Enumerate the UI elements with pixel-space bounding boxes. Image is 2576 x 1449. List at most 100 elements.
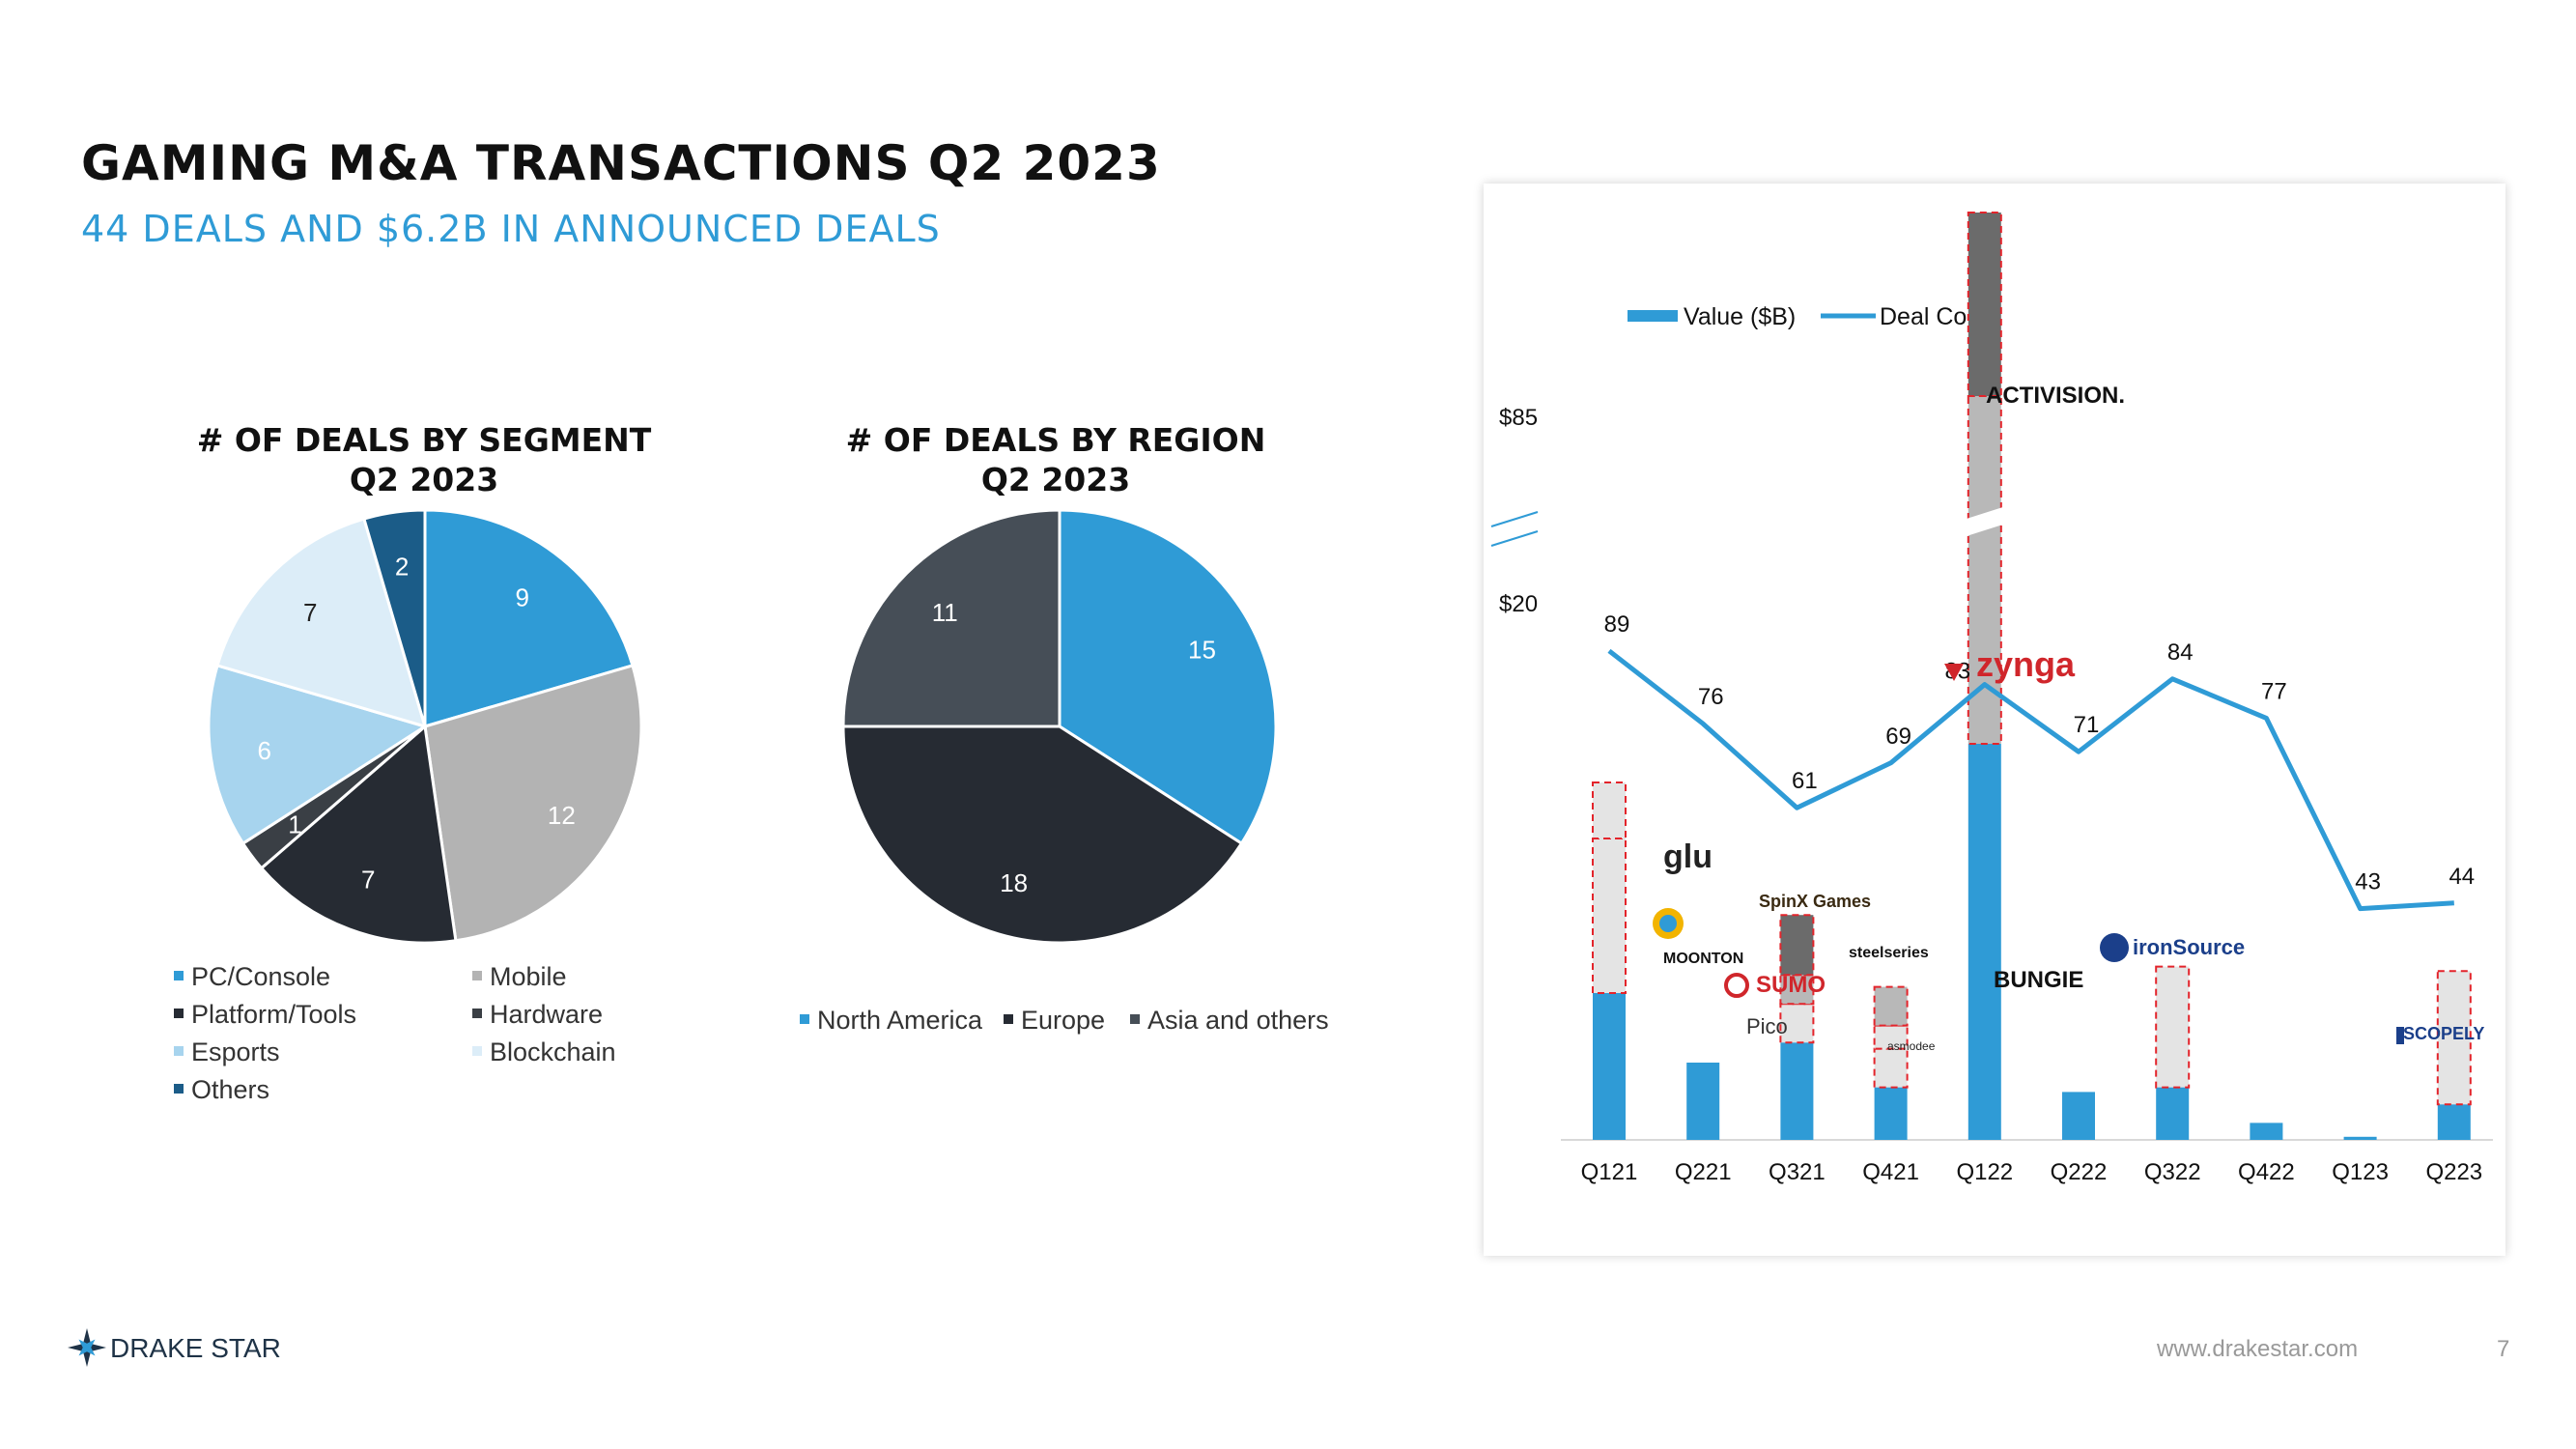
- combo-legend: Value ($B) Deal Count: [1628, 303, 2000, 330]
- region-slice-europe: [841, 724, 1244, 945]
- legend-label-value: Value ($B): [1684, 303, 1796, 330]
- segment-legend-swatch: [174, 970, 184, 980]
- region-legend-swatch: [800, 1013, 809, 1024]
- ironsource-mark-icon: [2100, 933, 2129, 962]
- deal-count-label: 43: [2355, 869, 2381, 895]
- bar-break-gap: [1963, 506, 2006, 537]
- deal-stack-block: [2155, 965, 2191, 1089]
- value-bar-q422: [2250, 1122, 2283, 1140]
- segment-slice-pc-console: [423, 508, 635, 729]
- sumo-mark-icon: [1724, 973, 1749, 998]
- segment-slice-value-label: 1: [288, 810, 301, 839]
- segment-legend-swatch: [174, 1045, 184, 1056]
- region-slice-value-label: 11: [932, 598, 958, 627]
- region-pie-title-line1: # OF DEALS BY REGION: [845, 421, 1266, 459]
- region-slice-value-label: 18: [1000, 868, 1028, 897]
- x-tick-label: Q123: [2332, 1159, 2389, 1185]
- brand-name: DRAKE STAR: [110, 1333, 281, 1363]
- segment-legend-swatch: [472, 970, 482, 980]
- segment-legend-label: Esports: [191, 1037, 280, 1066]
- ironsource-logo: ironSource: [2133, 935, 2245, 959]
- value-bar-q123: [2343, 1136, 2377, 1140]
- segment-pie-title: # OF DEALS BY SEGMENT Q2 2023: [134, 420, 714, 499]
- x-tick-label: Q122: [1956, 1159, 2013, 1185]
- segment-slice-others: [362, 508, 427, 727]
- region-legend-label: Asia and others: [1147, 1006, 1329, 1035]
- scopely-logo: SCOPELY: [2403, 1024, 2484, 1043]
- segment-legend-swatch: [472, 1008, 482, 1018]
- x-tick-label: Q121: [1581, 1159, 1638, 1185]
- x-tick-label: Q421: [1862, 1159, 1919, 1185]
- spinx-games-logo: SpinX Games: [1759, 892, 1871, 911]
- segment-slice-platform-tools: [259, 724, 458, 945]
- y-tick-label: $85: [1499, 405, 1538, 431]
- segment-pie-title-line2: Q2 2023: [349, 461, 499, 498]
- segment-legend-item: Hardware: [472, 1000, 603, 1030]
- region-legend-item: North America: [800, 1006, 982, 1036]
- deal-count-label: 44: [2449, 864, 2475, 890]
- segment-legend-item: Esports: [174, 1037, 280, 1067]
- segment-slice-blockchain: [215, 517, 428, 729]
- scopely-mark-icon: [2396, 1027, 2404, 1044]
- deal-count-label: 84: [2167, 639, 2194, 666]
- drake-star-logo: DRAKE STAR: [68, 1328, 281, 1367]
- region-pie-chart: 15 18 11: [841, 508, 1278, 945]
- page-title: GAMING M&A TRANSACTIONS Q2 2023: [81, 135, 1161, 191]
- deal-stack-block: [1873, 985, 1909, 1027]
- deal-count-label: 77: [2261, 678, 2287, 704]
- glu-logo: glu: [1663, 838, 1713, 875]
- segment-slice-value-label: 12: [548, 801, 576, 830]
- star-icon: [68, 1328, 106, 1367]
- value-bar-q322: [2156, 1087, 2190, 1140]
- deal-stack-block: [1873, 1047, 1909, 1089]
- footer-url[interactable]: www.drakestar.com: [2157, 1336, 2359, 1362]
- segment-legend-label: Hardware: [490, 1000, 604, 1029]
- deal-stack-block: [1779, 914, 1815, 977]
- y-tick-label: $20: [1499, 591, 1538, 617]
- segment-legend-item: Blockchain: [472, 1037, 616, 1067]
- zynga-mark-icon: [1944, 664, 1964, 681]
- region-legend-label: Europe: [1021, 1006, 1106, 1035]
- legend-swatch-value: [1628, 310, 1678, 322]
- region-slice-value-label: 15: [1188, 635, 1216, 664]
- x-tick-label: Q223: [2425, 1159, 2482, 1185]
- moonton-mark-inner-icon: [1659, 915, 1677, 932]
- deal-value-count-panel: Value ($B) Deal Count $85 $20 Q121 Q221 Q321 Q4…: [1484, 184, 2505, 1256]
- segment-legend-label: PC/Console: [191, 962, 331, 991]
- deal-count-line: [1607, 648, 2454, 912]
- page-number: 7: [2497, 1336, 2510, 1362]
- region-legend-item: Europe: [1004, 1006, 1105, 1036]
- segment-slice-value-label: 7: [361, 865, 375, 894]
- axis-break-mark: [1490, 511, 1539, 527]
- segment-slice-mobile: [423, 664, 643, 943]
- value-bar-q421: [1874, 1087, 1908, 1140]
- x-tick-label: Q322: [2144, 1159, 2201, 1185]
- segment-legend-swatch: [174, 1008, 184, 1018]
- asmodee-logo: asmodee: [1887, 1039, 1936, 1053]
- value-bar-q321: [1780, 1042, 1814, 1140]
- deal-count-label: 61: [1792, 768, 1818, 794]
- deal-stack-block: [1592, 838, 1627, 994]
- axis-break-mark: [1490, 530, 1539, 547]
- region-pie-title-line2: Q2 2023: [980, 461, 1131, 498]
- region-pie-title: # OF DEALS BY REGION Q2 2023: [766, 420, 1345, 499]
- value-bar-q221: [1686, 1063, 1720, 1140]
- region-legend-swatch: [1130, 1013, 1140, 1024]
- segment-slice-esports: [207, 664, 429, 846]
- deal-count-label: 69: [1885, 724, 1911, 750]
- region-legend-label: North America: [817, 1006, 983, 1035]
- value-bar-q223: [2437, 1104, 2471, 1140]
- segment-pie-title-line1: # OF DEALS BY SEGMENT: [196, 421, 652, 459]
- deal-value-count-chart: Value ($B) Deal Count $85 $20 Q121 Q221 Q321 Q4…: [1490, 212, 2493, 1185]
- value-bar-q222: [2062, 1092, 2095, 1140]
- segment-legend-item: Mobile: [472, 962, 567, 992]
- segment-legend-swatch: [174, 1083, 184, 1094]
- page-subtitle: 44 DEALS AND $6.2B IN ANNOUNCED DEALS: [81, 208, 941, 250]
- x-tick-label: Q221: [1675, 1159, 1732, 1185]
- region-slice-asia-and-others: [841, 508, 1062, 728]
- x-tick-label: Q222: [2051, 1159, 2108, 1185]
- region-legend-item: Asia and others: [1130, 1006, 1329, 1036]
- deal-count-label: 71: [2074, 712, 2100, 738]
- segment-pie-chart: 9 12 7 1 6 7 2: [207, 508, 643, 945]
- zynga-logo: zynga: [1976, 644, 2076, 684]
